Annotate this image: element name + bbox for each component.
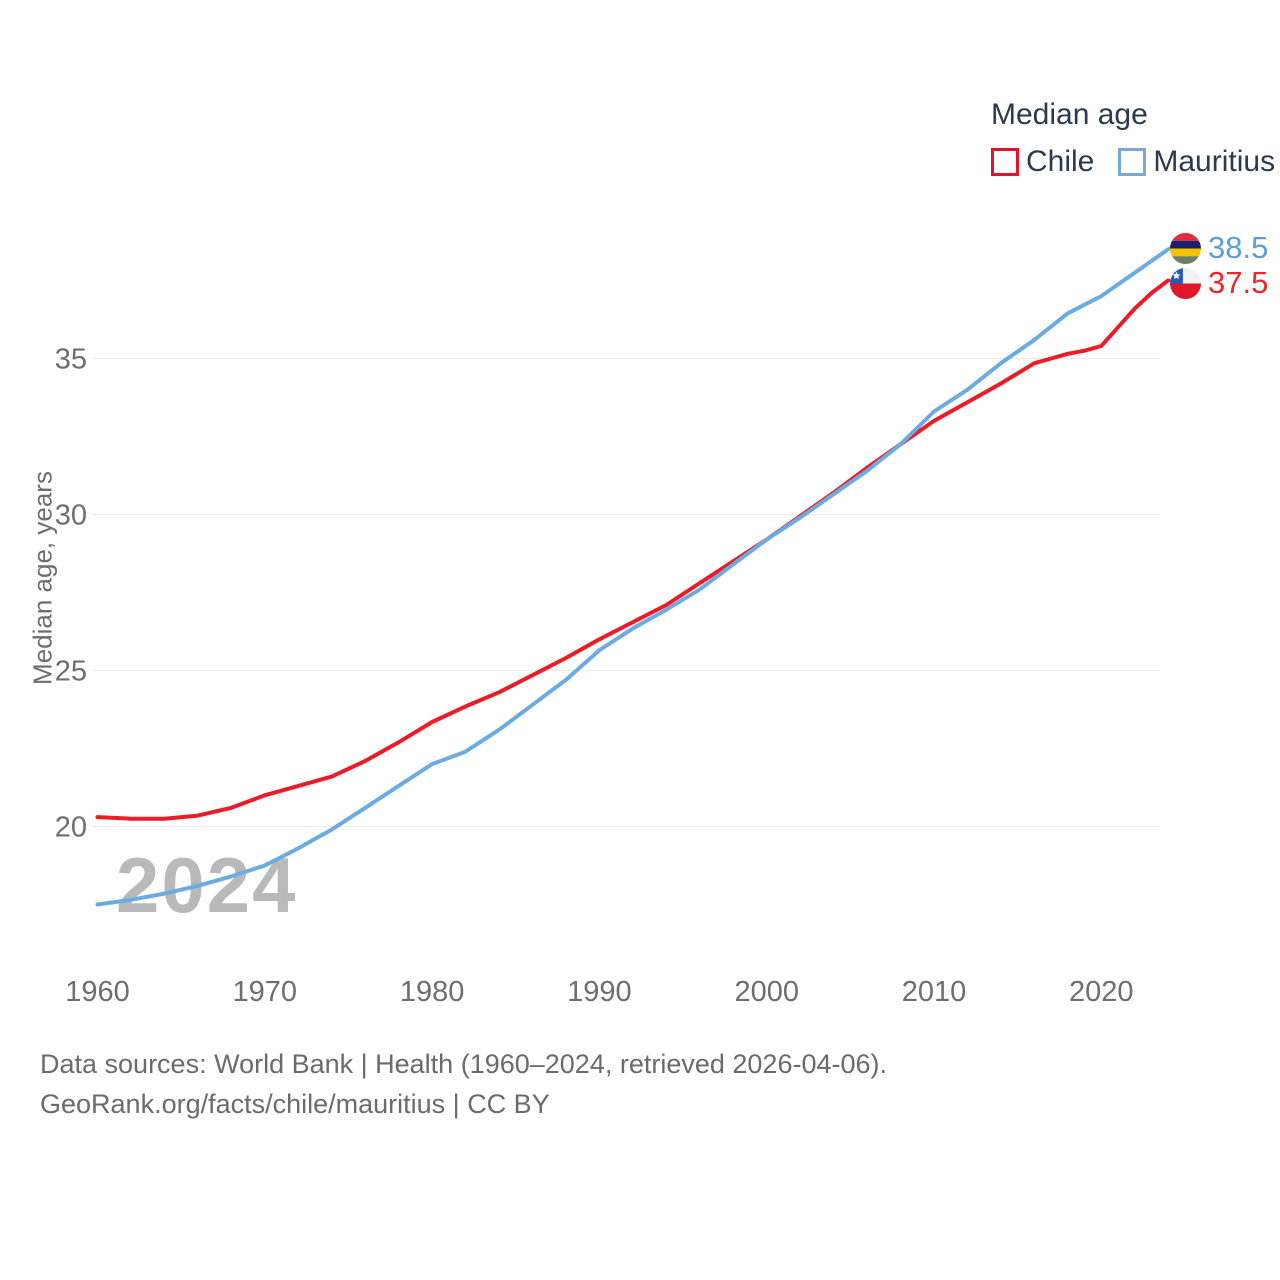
y-tick-label: 25 [55,656,87,688]
legend: Median age Chile Mauritius [991,98,1275,179]
x-tick-label: 1970 [233,976,298,1008]
x-tick-label: 1980 [400,976,465,1008]
chile-end-value: 37.5 [1208,265,1269,300]
chile-swatch-icon [991,148,1019,176]
footer-sources: Data sources: World Bank | Health (1960–… [40,1049,887,1079]
plot-area: 20 25 30 35 1960 1970 1980 1990 2000 2010 2020 [55,244,1178,1008]
chile-line [95,278,1171,821]
footer: Data sources: World Bank | Health (1960–… [40,1044,887,1124]
chile-flag-icon [1170,267,1201,299]
legend-label-mauritius: Mauritius [1153,145,1276,178]
legend-item-chile[interactable]: Chile [991,145,1094,179]
end-label-mauritius: 38.5 [1170,230,1268,266]
y-tick-label: 35 [55,344,87,376]
legend-item-mauritius[interactable]: Mauritius [1118,145,1275,179]
y-tick-label: 20 [55,812,87,844]
end-label-chile: 37.5 [1170,265,1268,301]
x-tick-label: 2000 [734,976,799,1008]
y-axis-title: Median age, years [27,471,58,685]
footer-attribution: GeoRank.org/facts/chile/mauritius | CC B… [40,1089,550,1119]
y-tick-label: 30 [55,500,87,532]
x-tick-label: 2010 [902,976,967,1008]
x-tick-label: 1960 [65,976,130,1008]
legend-title: Median age [991,98,1148,131]
x-tick-label: 2020 [1069,976,1134,1008]
mauritius-end-value: 38.5 [1208,230,1269,265]
legend-label-chile: Chile [1026,145,1095,178]
mauritius-flag-icon [1170,232,1201,264]
mauritius-line [95,247,1171,907]
x-tick-label: 1990 [567,976,632,1008]
mauritius-swatch-icon [1118,148,1147,176]
